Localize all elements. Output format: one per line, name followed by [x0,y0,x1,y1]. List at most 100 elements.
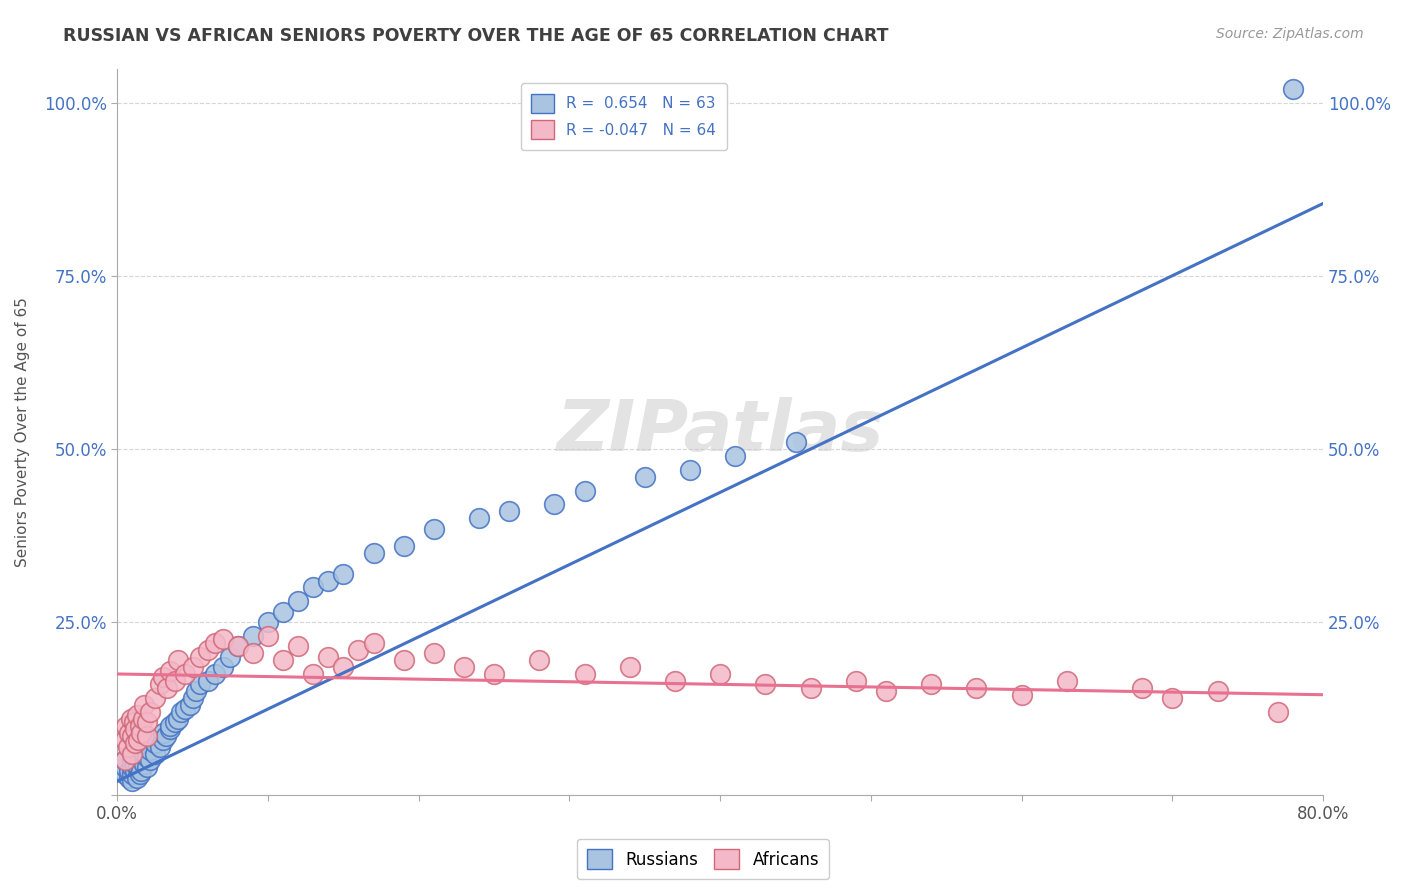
Point [118,771,141,785]
Point [318,574,340,588]
Point [139,743,162,757]
Point [271,653,294,667]
Point [197,642,219,657]
Point [114,754,136,768]
Point [302,667,325,681]
Point [634,469,657,483]
Point [920,677,942,691]
Point [347,642,370,657]
Point [574,667,596,681]
Legend: Russians, Africans: Russians, Africans [576,838,830,880]
Point [117,739,139,754]
Point [287,594,309,608]
Point [543,498,565,512]
Point [127,732,149,747]
Point [121,767,143,781]
Point [574,483,596,498]
Point [124,736,146,750]
Point [125,708,148,723]
Point [122,715,145,730]
Point [131,764,153,778]
Point [136,715,159,730]
Point [242,646,264,660]
Point [453,660,475,674]
Point [118,726,141,740]
Point [136,729,159,743]
Point [392,539,415,553]
Point [121,729,143,743]
Point [127,760,149,774]
Point [332,660,354,674]
Point [392,653,415,667]
Point [754,677,776,691]
Point [129,767,152,781]
Point [143,736,166,750]
Text: RUSSIAN VS AFRICAN SENIORS POVERTY OVER THE AGE OF 65 CORRELATION CHART: RUSSIAN VS AFRICAN SENIORS POVERTY OVER … [63,27,889,45]
Point [125,771,148,785]
Y-axis label: Seniors Poverty Over the Age of 65: Seniors Poverty Over the Age of 65 [15,297,30,566]
Point [156,681,179,695]
Point [709,667,731,681]
Point [114,760,136,774]
Point [166,653,188,667]
Point [184,684,207,698]
Point [129,747,152,761]
Point [482,667,505,681]
Point [120,712,142,726]
Point [124,764,146,778]
Point [124,756,146,771]
Text: ZIPatlas: ZIPatlas [557,397,884,467]
Point [498,504,520,518]
Point [134,747,156,761]
Point [423,646,446,660]
Point [242,629,264,643]
Point [121,754,143,768]
Point [124,723,146,737]
Point [1011,688,1033,702]
Point [152,670,174,684]
Point [129,754,152,768]
Point [619,660,641,674]
Point [875,684,897,698]
Point [1130,681,1153,695]
Point [363,636,385,650]
Point [188,649,211,664]
Point [139,754,162,768]
Point [143,691,166,706]
Point [423,522,446,536]
Point [332,566,354,581]
Point [114,732,136,747]
Point [197,673,219,688]
Point [148,739,170,754]
Point [134,756,156,771]
Point [121,774,143,789]
Point [114,767,136,781]
Point [529,653,551,667]
Point [163,715,186,730]
Point [163,673,186,688]
Point [1267,705,1289,719]
Point [129,719,152,733]
Point [211,660,233,674]
Point [148,677,170,691]
Point [169,705,191,719]
Point [181,691,204,706]
Point [785,435,807,450]
Point [121,760,143,774]
Text: Source: ZipAtlas.com: Source: ZipAtlas.com [1216,27,1364,41]
Point [226,640,249,654]
Point [132,712,155,726]
Point [174,701,197,715]
Point [143,747,166,761]
Point [174,667,197,681]
Point [271,605,294,619]
Point [179,698,201,712]
Point [181,660,204,674]
Point [1056,673,1078,688]
Point [136,760,159,774]
Point [318,649,340,664]
Point [114,754,136,768]
Point [664,673,686,688]
Point [188,677,211,691]
Point [845,673,868,688]
